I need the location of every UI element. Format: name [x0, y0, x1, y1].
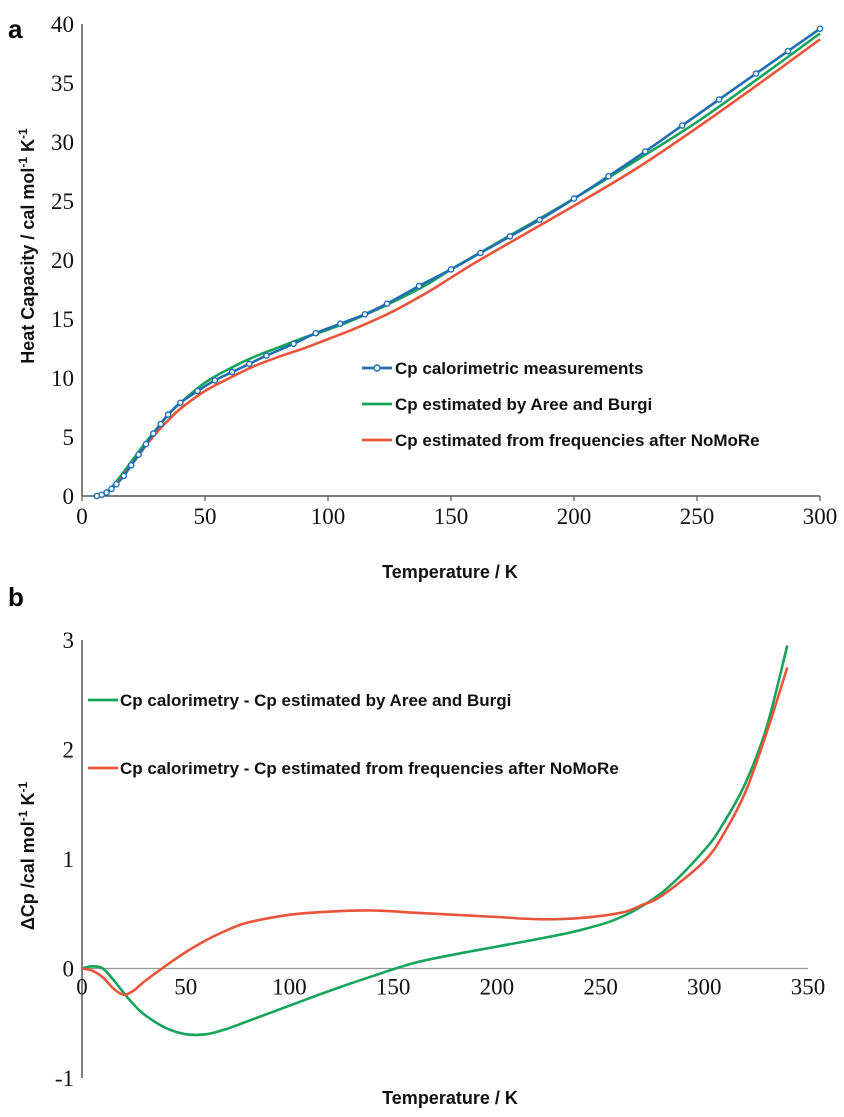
panel-a-y-tick-label: 40 — [51, 12, 74, 37]
panel-a-data-point — [149, 430, 157, 437]
panel-a-data-point — [120, 472, 128, 480]
panel-a-legend-marker — [373, 364, 381, 372]
panel-a-y-tick-label: 30 — [51, 130, 74, 155]
panel-a-data-point — [415, 282, 423, 290]
panel-b-y-tick-label: 3 — [63, 628, 75, 653]
panel-a-y-axis-title: Heat Capacity / cal mol-1 K-1 — [16, 128, 38, 364]
chart-panel-a: a 0 50 100 150 200 250 300 0 5 10 15 20 25 30 35 40 Te… — [8, 12, 837, 582]
panel-a-legend: Cp calorimetric measurements Cp estimated… — [362, 359, 760, 450]
chart-panel-b: b 0 50 100 150 200 250 300 350 -1 0 1 2 3 Temperatu… — [8, 582, 825, 1108]
panel-b-y-tick-label: 2 — [63, 738, 75, 763]
panel-a-data-point — [312, 329, 320, 337]
panel-a-data-point — [245, 360, 253, 368]
panel-a-data-point — [135, 451, 142, 459]
panel-a-x-tick-label: 200 — [557, 504, 592, 529]
panel-b-y-tick-label: -1 — [55, 1066, 74, 1091]
panel-a-data-point — [447, 266, 455, 273]
panel-a-data-point — [570, 195, 578, 202]
panel-a-y-tick-label: 15 — [51, 307, 74, 332]
panel-a-data-point — [715, 96, 723, 103]
panel-a-data-point — [211, 377, 219, 384]
panel-b-label: b — [8, 582, 24, 612]
panel-a-data-point — [816, 25, 824, 33]
panel-b-x-tick-label: 50 — [174, 975, 197, 1000]
panel-a-data-point — [506, 233, 514, 240]
panel-a-data-point — [642, 148, 649, 155]
panel-a-label: a — [8, 14, 23, 44]
panel-a-legend-label: Cp estimated from frequencies after NoMo… — [395, 431, 760, 450]
panel-a-y-tick-label: 5 — [63, 425, 75, 450]
panel-a-data-point — [108, 485, 115, 493]
panel-a-data-point — [752, 70, 760, 77]
panel-b-x-tick-label: 200 — [480, 975, 515, 1000]
panel-a-data-point — [605, 172, 612, 180]
panel-a-legend-label: Cp calorimetric measurements — [395, 359, 644, 378]
panel-a-data-point — [164, 411, 172, 418]
panel-a-data-point — [194, 387, 201, 395]
panel-a-legend-label: Cp estimated by Aree and Burgi — [395, 395, 652, 414]
panel-a-data-point — [263, 352, 270, 359]
panel-a-y-tick-label: 35 — [51, 71, 74, 96]
panel-a-series-line-1 — [96, 27, 821, 498]
panel-a-y-tick-label: 0 — [63, 484, 75, 509]
panel-b-x-tick-label: 300 — [687, 975, 722, 1000]
panel-b-series-line-1 — [81, 645, 789, 1037]
panel-a-data-point — [290, 340, 297, 348]
panel-b-x-axis-title: Temperature / K — [382, 1088, 518, 1108]
panel-a-y-tick-label: 10 — [51, 366, 74, 391]
panel-b-y-axis-title: ΔCp /cal mol-1 K-1 — [16, 782, 38, 931]
panel-a-x-tick-label: 0 — [76, 504, 88, 529]
panel-a-y-tick-label: 25 — [51, 189, 74, 214]
panel-a-data-point — [142, 440, 150, 448]
panel-a-data-point — [127, 461, 135, 469]
panel-a-data-point — [177, 399, 184, 407]
panel-b-legend-label: Cp calorimetry - Cp estimated by Aree an… — [120, 691, 511, 710]
panel-b-legend-label: Cp calorimetry - Cp estimated from frequ… — [120, 759, 619, 778]
panel-a-x-tick-label: 50 — [194, 504, 217, 529]
panel-a-data-point — [361, 310, 369, 318]
panel-a-y-tick-label: 20 — [51, 248, 74, 273]
panel-b-x-tick-label: 250 — [583, 975, 618, 1000]
panel-b-x-tick-label: 100 — [272, 975, 307, 1000]
panel-b-y-tick-label: 0 — [63, 957, 75, 982]
panel-a-data-point — [678, 122, 686, 129]
panel-a-data-point — [784, 47, 792, 55]
panel-a-x-tick-label: 150 — [434, 504, 469, 529]
panel-b-x-tick-label: 0 — [76, 975, 88, 1000]
panel-a-data-point — [336, 320, 344, 328]
panel-b-x-tick-label: 350 — [791, 975, 826, 1000]
panel-a-data-point — [157, 420, 164, 428]
panel-a-data-point — [383, 300, 391, 308]
panel-a-data-point — [228, 368, 236, 376]
panel-a-data-point — [477, 249, 484, 257]
panel-a-data-point — [103, 489, 110, 496]
panel-a-data-point — [113, 480, 120, 488]
panel-a-x-tick-label: 250 — [680, 504, 715, 529]
panel-a-series-line-3 — [96, 38, 821, 498]
panel-a-x-tick-label: 100 — [311, 504, 346, 529]
panel-b-y-tick-label: 1 — [63, 847, 75, 872]
panel-a-x-axis-title: Temperature / K — [382, 562, 518, 582]
panel-b-x-tick-label: 150 — [376, 975, 411, 1000]
panel-a-x-tick-label: 300 — [803, 504, 838, 529]
panel-b-legend: Cp calorimetry - Cp estimated by Aree an… — [88, 691, 619, 778]
panel-a-data-point — [536, 216, 543, 224]
panel-b-series-line-2 — [81, 667, 789, 997]
